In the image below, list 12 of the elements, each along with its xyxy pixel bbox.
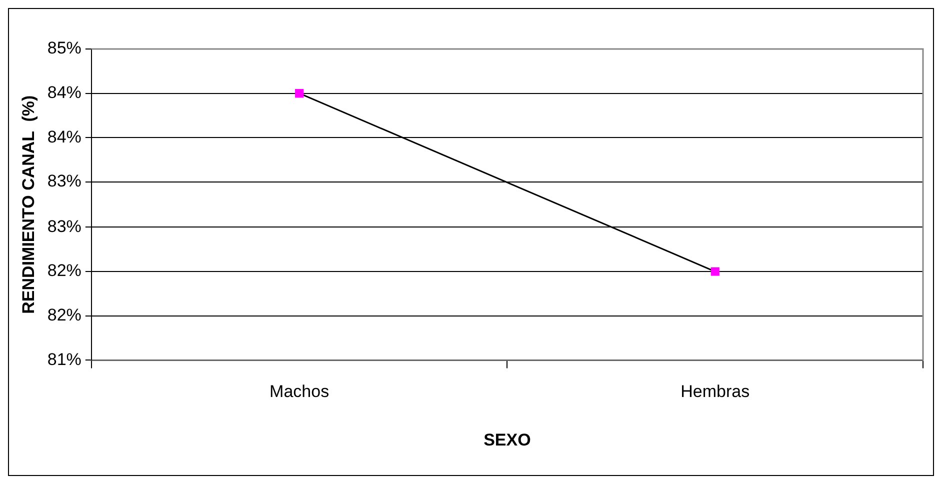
y-tick-label: 84% (47, 83, 82, 102)
y-tick-label: 82% (47, 261, 82, 280)
x-axis-title: SEXO (484, 430, 531, 450)
x-tick-label: Machos (270, 382, 330, 402)
y-tick-label: 82% (47, 306, 82, 325)
y-axis-title: RENDIMIENTO CANAL (%) (18, 95, 38, 314)
y-tick-label: 81% (47, 350, 82, 369)
y-tick-label: 83% (47, 172, 82, 191)
x-tick-label: Hembras (680, 382, 750, 402)
y-tick-label: 84% (47, 127, 82, 146)
y-tick-label: 85% (47, 38, 82, 58)
y-tick-label: 83% (47, 216, 82, 236)
